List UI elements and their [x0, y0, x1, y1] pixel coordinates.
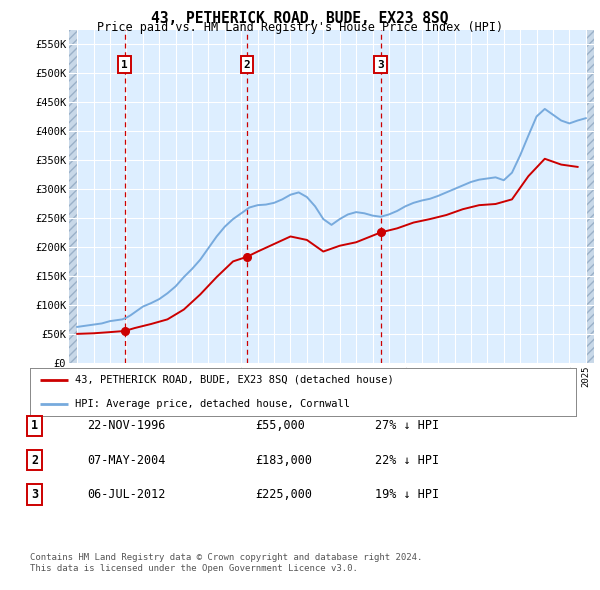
Text: Contains HM Land Registry data © Crown copyright and database right 2024.: Contains HM Land Registry data © Crown c… — [30, 553, 422, 562]
Text: 43, PETHERICK ROAD, BUDE, EX23 8SQ (detached house): 43, PETHERICK ROAD, BUDE, EX23 8SQ (deta… — [75, 375, 394, 385]
Text: This data is licensed under the Open Government Licence v3.0.: This data is licensed under the Open Gov… — [30, 565, 358, 573]
Text: £183,000: £183,000 — [255, 454, 312, 467]
Text: 27% ↓ HPI: 27% ↓ HPI — [375, 419, 439, 432]
Text: 2: 2 — [244, 60, 250, 70]
Bar — [586, 30, 594, 363]
Text: 2: 2 — [31, 454, 38, 467]
Text: 06-JUL-2012: 06-JUL-2012 — [87, 488, 166, 501]
Text: 3: 3 — [377, 60, 384, 70]
Text: £225,000: £225,000 — [255, 488, 312, 501]
Text: HPI: Average price, detached house, Cornwall: HPI: Average price, detached house, Corn… — [75, 399, 350, 409]
Text: 07-MAY-2004: 07-MAY-2004 — [87, 454, 166, 467]
Text: 3: 3 — [31, 488, 38, 501]
Text: 22% ↓ HPI: 22% ↓ HPI — [375, 454, 439, 467]
Text: 1: 1 — [121, 60, 128, 70]
Text: £55,000: £55,000 — [255, 419, 305, 432]
Text: Price paid vs. HM Land Registry's House Price Index (HPI): Price paid vs. HM Land Registry's House … — [97, 21, 503, 34]
Bar — [69, 30, 77, 363]
Text: 43, PETHERICK ROAD, BUDE, EX23 8SQ: 43, PETHERICK ROAD, BUDE, EX23 8SQ — [151, 11, 449, 25]
Text: 22-NOV-1996: 22-NOV-1996 — [87, 419, 166, 432]
Text: 19% ↓ HPI: 19% ↓ HPI — [375, 488, 439, 501]
Text: 1: 1 — [31, 419, 38, 432]
